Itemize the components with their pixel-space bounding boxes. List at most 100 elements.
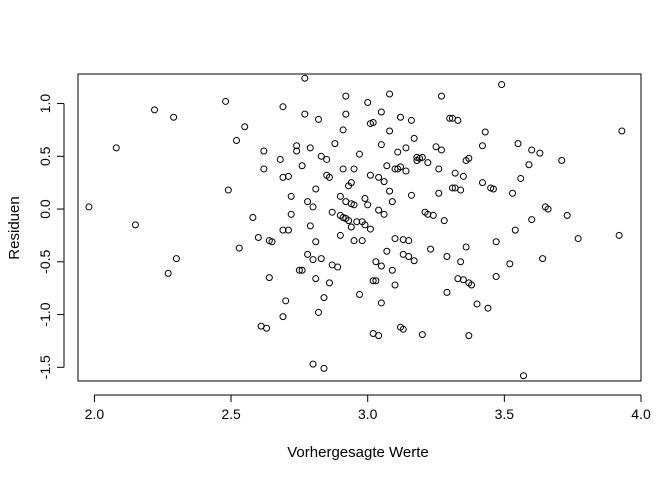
- data-point: [298, 266, 306, 274]
- data-point: [427, 245, 435, 253]
- data-point: [473, 300, 481, 308]
- data-point: [437, 146, 445, 154]
- data-point: [536, 149, 544, 157]
- data-point: [443, 253, 451, 261]
- data-point: [331, 140, 339, 148]
- data-point: [263, 324, 271, 332]
- data-point: [317, 152, 325, 160]
- data-point: [386, 90, 394, 98]
- x-axis-title: Vorhergesagte Werte: [287, 444, 428, 461]
- y-axis: -1.5 -1.0 -0.5 0.0 0.5 1.0: [37, 94, 65, 379]
- data-point: [481, 128, 489, 136]
- data-point: [407, 191, 415, 199]
- data-point: [339, 165, 347, 173]
- data-point: [249, 213, 257, 221]
- data-point: [377, 262, 385, 270]
- data-point: [478, 142, 486, 150]
- data-point: [279, 313, 287, 321]
- data-point: [388, 266, 396, 274]
- data-point: [282, 297, 290, 305]
- data-point: [353, 218, 361, 226]
- data-point: [418, 153, 426, 161]
- data-point: [457, 258, 465, 266]
- data-point: [489, 185, 497, 193]
- data-point: [386, 187, 394, 195]
- data-point: [361, 221, 369, 229]
- data-point: [342, 110, 350, 118]
- x-tick-label: 3.5: [495, 406, 515, 422]
- x-tick-label: 3.0: [358, 406, 378, 422]
- data-point: [514, 140, 522, 148]
- data-point: [563, 211, 571, 219]
- data-point: [468, 281, 476, 289]
- data-point: [317, 255, 325, 263]
- y-tick-label: 1.0: [37, 94, 53, 114]
- data-point: [339, 126, 347, 134]
- data-point: [544, 205, 552, 213]
- data-point: [402, 167, 410, 175]
- data-point: [388, 198, 396, 206]
- data-point: [233, 136, 241, 144]
- data-point: [574, 235, 582, 243]
- data-point: [386, 127, 394, 135]
- data-point: [459, 172, 467, 180]
- data-points: [85, 74, 626, 380]
- data-point: [364, 201, 372, 209]
- data-point: [492, 273, 500, 281]
- data-point: [312, 185, 320, 193]
- data-point: [399, 236, 407, 244]
- data-point: [366, 225, 374, 233]
- data-point: [334, 263, 342, 271]
- data-point: [235, 244, 243, 252]
- plot-frame: [77, 73, 642, 382]
- data-point: [328, 208, 336, 216]
- data-point: [85, 203, 93, 211]
- data-point: [377, 141, 385, 149]
- data-point: [356, 150, 363, 158]
- data-point: [375, 173, 383, 181]
- y-tick-label: 0.5: [37, 146, 53, 166]
- data-point: [380, 210, 388, 218]
- data-point: [356, 290, 363, 298]
- data-point: [301, 110, 309, 118]
- data-point: [151, 106, 159, 114]
- data-point: [396, 113, 404, 121]
- data-point: [402, 144, 410, 152]
- data-point: [287, 192, 295, 200]
- data-point: [345, 217, 353, 225]
- data-point: [405, 237, 413, 245]
- data-point: [265, 274, 273, 282]
- data-point: [361, 194, 369, 202]
- data-point: [369, 277, 377, 285]
- data-point: [279, 173, 287, 181]
- data-point: [618, 127, 626, 135]
- data-point: [519, 372, 527, 380]
- data-point: [410, 134, 418, 142]
- data-point: [391, 235, 399, 243]
- data-point: [377, 299, 385, 307]
- data-point: [170, 113, 178, 121]
- data-point: [454, 116, 462, 124]
- y-axis-title: Residuen: [6, 196, 23, 259]
- data-point: [315, 308, 323, 316]
- data-point: [309, 203, 317, 211]
- data-point: [517, 174, 525, 182]
- data-point: [424, 159, 432, 167]
- data-point: [260, 147, 268, 155]
- data-point: [383, 162, 391, 170]
- data-point: [304, 198, 312, 206]
- data-point: [396, 163, 404, 171]
- data-point: [241, 123, 249, 131]
- data-point: [399, 325, 407, 333]
- data-point: [254, 234, 262, 242]
- data-point: [284, 172, 292, 180]
- data-point: [309, 256, 317, 264]
- data-point: [446, 114, 454, 122]
- data-point: [172, 255, 180, 263]
- data-point: [440, 217, 448, 225]
- data-point: [320, 364, 328, 372]
- data-point: [459, 276, 467, 284]
- data-point: [295, 266, 303, 274]
